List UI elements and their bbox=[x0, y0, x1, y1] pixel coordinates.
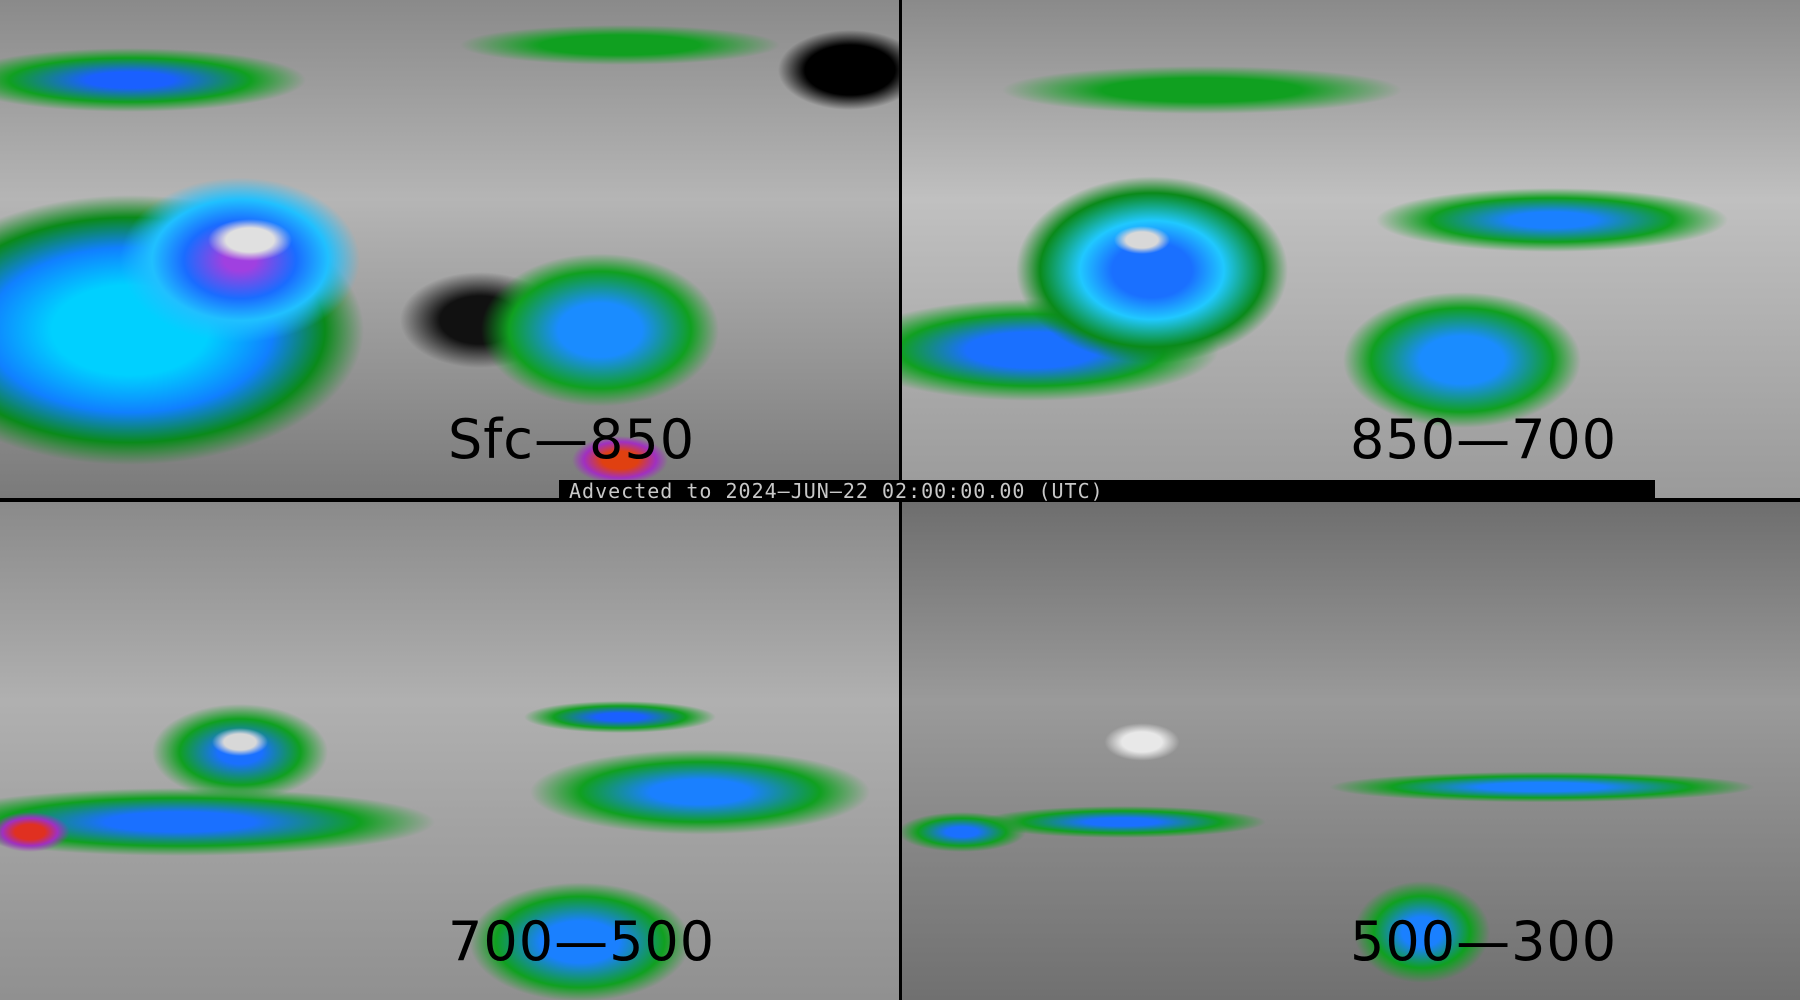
layer-label: 850—700 bbox=[1350, 408, 1618, 471]
layer-label: 700—500 bbox=[448, 910, 716, 973]
layer-label: Sfc—850 bbox=[448, 408, 696, 471]
map-panel-700-500: 700—500 bbox=[0, 502, 899, 1000]
map-panel-sfc-850: Sfc—850 bbox=[0, 0, 899, 498]
map-panel-850-700: 850—700 bbox=[902, 0, 1800, 498]
layer-label: 500—300 bbox=[1350, 910, 1618, 973]
advection-time-banner: Advected to 2024—JUN—22 02:00:00.00 (UTC… bbox=[559, 480, 1655, 502]
map-panel-500-300: 500—300 bbox=[902, 502, 1800, 1000]
